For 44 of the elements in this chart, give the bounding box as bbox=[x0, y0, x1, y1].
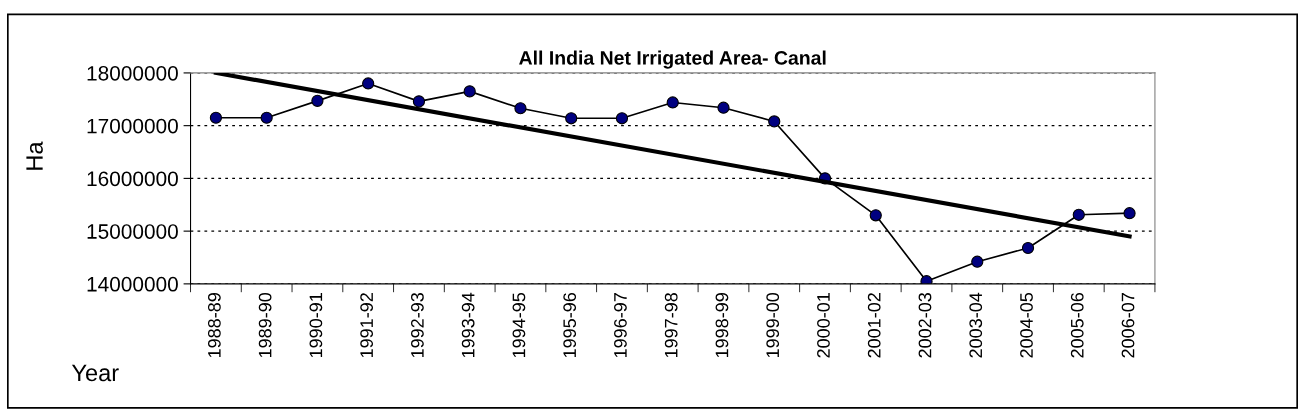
y-tick-label: 15000000 bbox=[87, 224, 178, 239]
x-tick-label: 2001-02 bbox=[867, 293, 881, 358]
point bbox=[869, 209, 882, 222]
x-tick-label: 2002-03 bbox=[918, 292, 932, 358]
x-tick-label: 2006-07 bbox=[1121, 293, 1135, 358]
y-tick-label: 18000000 bbox=[87, 65, 178, 81]
x-tick-label: 1994-95 bbox=[512, 292, 526, 358]
point bbox=[717, 101, 730, 114]
point bbox=[1072, 208, 1085, 221]
x-tick-label: 2003-04 bbox=[969, 292, 983, 358]
point bbox=[666, 96, 679, 109]
x-tick-label: 1989-90 bbox=[258, 292, 272, 358]
point bbox=[514, 102, 527, 115]
y-tick-label: 16000000 bbox=[87, 171, 178, 187]
x-tick-label: 1990-91 bbox=[309, 293, 323, 358]
x-tick-label: 1998-99 bbox=[715, 293, 729, 358]
chart-title: All India Net Irrigated Area- Canal bbox=[519, 50, 826, 69]
point bbox=[1123, 207, 1136, 220]
point bbox=[971, 255, 984, 268]
x-tick-label: 1992-93 bbox=[411, 292, 424, 358]
point bbox=[260, 111, 273, 124]
point bbox=[615, 112, 629, 125]
point bbox=[463, 85, 476, 98]
x-tick-label: 2004-05 bbox=[1020, 292, 1033, 358]
point bbox=[362, 77, 375, 90]
y-tick-label: 14000000 bbox=[87, 276, 178, 292]
point bbox=[412, 95, 426, 108]
x-tick-label: 1988-89 bbox=[207, 293, 221, 358]
y-tick-label: 17000000 bbox=[87, 118, 178, 134]
x-tick-label: 1993-94 bbox=[461, 292, 475, 358]
point bbox=[768, 115, 781, 128]
point bbox=[565, 112, 578, 125]
x-tick-label: 2005-06 bbox=[1070, 292, 1084, 358]
x-axis-title: Year bbox=[71, 364, 119, 382]
x-tick-label: 1991-92 bbox=[360, 293, 374, 358]
x-tick-label: 2000-01 bbox=[817, 293, 830, 358]
point bbox=[311, 94, 324, 107]
point bbox=[1021, 241, 1035, 255]
x-tick-label: 1996-97 bbox=[614, 293, 627, 358]
point bbox=[209, 111, 223, 124]
y-axis-title: Ha bbox=[26, 141, 43, 170]
x-tick-label: 1997-98 bbox=[664, 292, 678, 358]
x-tick-label: 1999-00 bbox=[766, 292, 780, 358]
x-tick-label: 1995-96 bbox=[563, 292, 577, 358]
